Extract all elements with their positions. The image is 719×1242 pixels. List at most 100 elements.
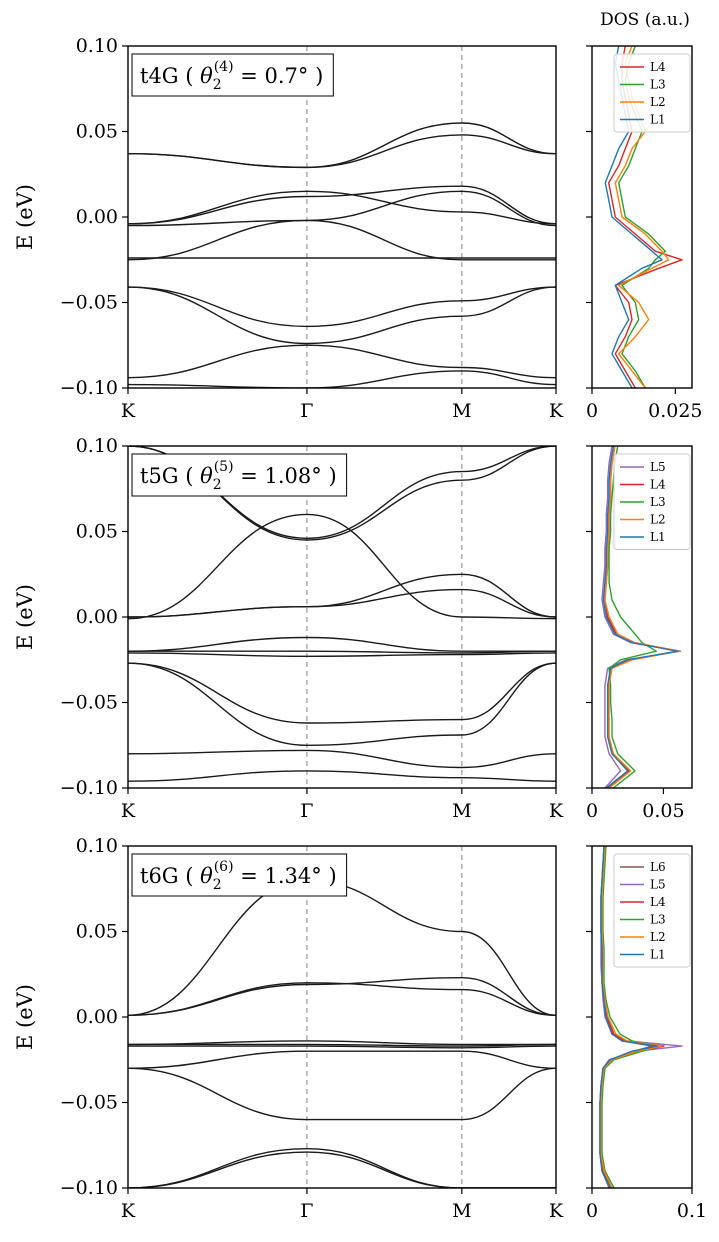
dos-curve-L2 bbox=[600, 846, 663, 1188]
band-line-7 bbox=[128, 652, 556, 658]
band-line-9 bbox=[128, 286, 556, 345]
band-line-5 bbox=[128, 1045, 556, 1049]
band-line-7 bbox=[128, 219, 556, 261]
annotation-box bbox=[131, 853, 348, 897]
xtick-label: M bbox=[452, 400, 471, 422]
ytick-label: −0.05 bbox=[60, 1092, 118, 1114]
band-line-10 bbox=[128, 1151, 556, 1188]
ytick-label: −0.10 bbox=[60, 1177, 118, 1199]
xtick-label: Γ bbox=[300, 1200, 313, 1222]
bands bbox=[128, 122, 556, 388]
dos-curve-L3 bbox=[601, 846, 661, 1188]
band-line-2 bbox=[128, 982, 556, 1016]
band-axes-frame bbox=[127, 845, 557, 1189]
ytick-label: −0.10 bbox=[60, 377, 118, 399]
dos-axis-title: DOS (a.u.) bbox=[600, 10, 690, 30]
annotation-text: t4G ( θ2(4) = 0.7° ) bbox=[140, 59, 323, 93]
legend-label-L4: L4 bbox=[650, 60, 666, 74]
legend-label-L5: L5 bbox=[650, 460, 666, 474]
y-axis-label: E (eV) bbox=[13, 584, 37, 650]
dos-curve-L2 bbox=[604, 446, 680, 788]
band-line-4 bbox=[128, 185, 556, 225]
ytick-label: 0.10 bbox=[76, 835, 118, 857]
dos-curves bbox=[599, 846, 683, 1188]
legend-label-L5: L5 bbox=[650, 878, 666, 892]
legend-label-L4: L4 bbox=[650, 895, 666, 909]
legend-box bbox=[613, 853, 691, 968]
ytick-label: 0.00 bbox=[76, 206, 118, 228]
ytick-label: −0.05 bbox=[60, 692, 118, 714]
legend-label-L2: L2 bbox=[650, 95, 666, 109]
band-line-9 bbox=[128, 1147, 556, 1188]
ytick-label: 0.10 bbox=[76, 35, 118, 57]
band-line-1 bbox=[128, 122, 556, 169]
annotation-text: t6G ( θ2(6) = 1.34° ) bbox=[140, 859, 337, 893]
band-line-8 bbox=[128, 636, 556, 652]
band-line-12 bbox=[128, 770, 556, 782]
xtick-label: K bbox=[549, 800, 564, 822]
legend-box bbox=[613, 453, 691, 550]
band-line-10 bbox=[128, 662, 556, 724]
legend-label-L3: L3 bbox=[650, 495, 666, 509]
band-line-5 bbox=[128, 513, 556, 620]
ytick-label: 0.05 bbox=[76, 521, 118, 543]
band-line-10 bbox=[128, 344, 556, 379]
y-axis-label: E (eV) bbox=[13, 984, 37, 1050]
xtick-label: Γ bbox=[300, 800, 313, 822]
dos-xtick-label: 0 bbox=[586, 400, 598, 422]
ytick-label: −0.10 bbox=[60, 777, 118, 799]
legend-label-L1: L1 bbox=[650, 948, 666, 962]
legend-label-L6: L6 bbox=[650, 860, 666, 874]
ytick-label: 0.05 bbox=[76, 121, 118, 143]
xtick-label: K bbox=[549, 1200, 564, 1222]
bands bbox=[128, 446, 556, 782]
band-line-11 bbox=[128, 749, 556, 769]
dos-axes-frame bbox=[591, 445, 693, 789]
band-line-8 bbox=[128, 1050, 556, 1069]
xtick-label: M bbox=[452, 1200, 471, 1222]
panel-annotation: t5G ( θ2(5) = 1.08° ) bbox=[131, 453, 348, 497]
dos-curves bbox=[601, 446, 682, 788]
dos-legend: L4 L3 L2 L1 bbox=[613, 53, 691, 133]
annotation-box bbox=[131, 53, 334, 97]
band-line-7 bbox=[128, 1067, 556, 1121]
xtick-label: K bbox=[121, 1200, 136, 1222]
xtick-label: K bbox=[121, 800, 136, 822]
legend-box bbox=[613, 53, 691, 133]
band-line-5 bbox=[128, 190, 556, 227]
dos-xtick-label: 0.025 bbox=[648, 400, 702, 422]
panel-annotation: t6G ( θ2(6) = 1.34° ) bbox=[131, 853, 348, 897]
dos-axes-frame bbox=[591, 45, 693, 389]
panel-annotation: t4G ( θ2(4) = 0.7° ) bbox=[131, 53, 334, 97]
band-line-9 bbox=[128, 662, 556, 747]
legend-label-L3: L3 bbox=[650, 913, 666, 927]
legend-label-L1: L1 bbox=[650, 530, 666, 544]
ytick-label: 0.00 bbox=[76, 1006, 118, 1028]
dos-curve-L1 bbox=[599, 846, 658, 1188]
dos-curve-L1 bbox=[602, 446, 679, 788]
band-line-6 bbox=[128, 1043, 556, 1047]
ytick-label: 0.00 bbox=[76, 606, 118, 628]
xtick-label: Γ bbox=[300, 400, 313, 422]
dos-curve-L5 bbox=[601, 446, 682, 788]
annotation-text: t5G ( θ2(5) = 1.08° ) bbox=[140, 459, 337, 493]
annotation-box bbox=[131, 453, 348, 497]
ytick-label: 0.10 bbox=[76, 435, 118, 457]
xtick-label: K bbox=[121, 400, 136, 422]
band-line-4 bbox=[128, 573, 556, 618]
dos-legend: L5 L4 L3 L2 L1 bbox=[613, 453, 691, 550]
legend-label-L3: L3 bbox=[650, 78, 666, 92]
dos-axes-frame bbox=[591, 845, 693, 1189]
band-line-6 bbox=[128, 650, 556, 654]
legend-label-L4: L4 bbox=[650, 478, 666, 492]
dos-xtick-label: 0.1 bbox=[677, 1200, 707, 1222]
band-line-2 bbox=[128, 134, 556, 169]
band-line-3 bbox=[128, 190, 556, 225]
xtick-label: M bbox=[452, 800, 471, 822]
bands bbox=[128, 879, 556, 1188]
band-line-11 bbox=[128, 370, 556, 388]
